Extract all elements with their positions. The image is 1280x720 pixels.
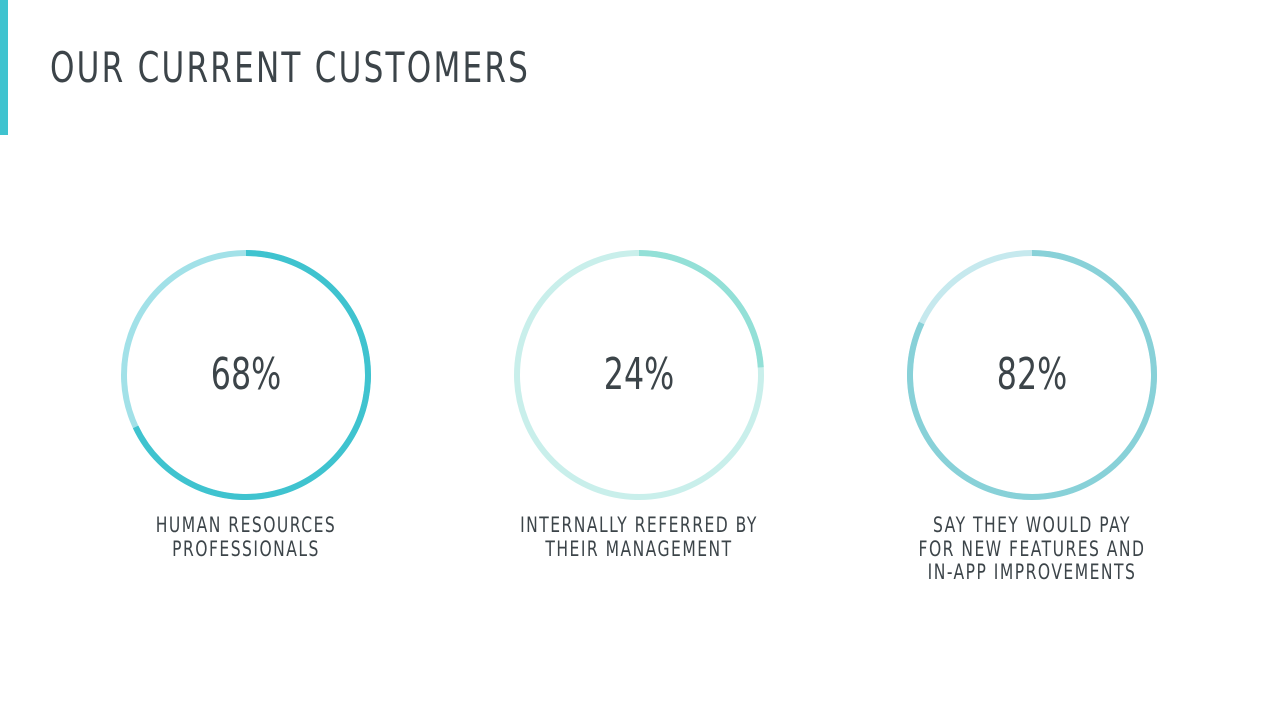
stat-would-pay-for-features: 82% SAY THEY WOULD PAY FOR NEW FEATURES …	[852, 250, 1212, 610]
stat-caption: INTERNALLY REFERRED BY THEIR MANAGEMENT	[506, 513, 772, 561]
stat-caption-line: SAY THEY WOULD PAY	[933, 513, 1131, 537]
stat-caption-line: INTERNALLY REFERRED BY	[520, 513, 758, 537]
stat-caption-line: FOR NEW FEATURES AND	[918, 536, 1146, 561]
donut-chart-referred-by-management	[514, 250, 764, 500]
slide-title: OUR CURRENT CUSTOMERS	[50, 43, 531, 92]
stat-caption-line: THEIR MANAGEMENT	[545, 536, 733, 561]
stat-value: 68%	[210, 349, 282, 400]
donut-chart-would-pay-for-features	[907, 250, 1157, 500]
title-accent-bar	[0, 0, 8, 135]
stat-caption: HUMAN RESOURCES PROFESSIONALS	[113, 513, 379, 561]
donut-arc	[638, 250, 764, 368]
stat-referred-by-management: 24% INTERNALLY REFERRED BY THEIR MANAGEM…	[459, 250, 819, 610]
stat-hr-professionals: 68% HUMAN RESOURCES PROFESSIONALS	[66, 250, 426, 610]
stat-caption-line: IN-APP IMPROVEMENTS	[927, 560, 1137, 584]
donut-arc	[132, 250, 371, 500]
stat-caption-line: HUMAN RESOURCES	[155, 513, 337, 537]
stat-value: 82%	[996, 349, 1068, 400]
donut-chart-hr-professionals	[121, 250, 371, 500]
donut-arc	[907, 250, 1157, 500]
stat-value: 24%	[603, 349, 675, 400]
stat-caption-line: PROFESSIONALS	[172, 536, 320, 561]
stat-caption: SAY THEY WOULD PAY FOR NEW FEATURES AND …	[899, 513, 1165, 585]
